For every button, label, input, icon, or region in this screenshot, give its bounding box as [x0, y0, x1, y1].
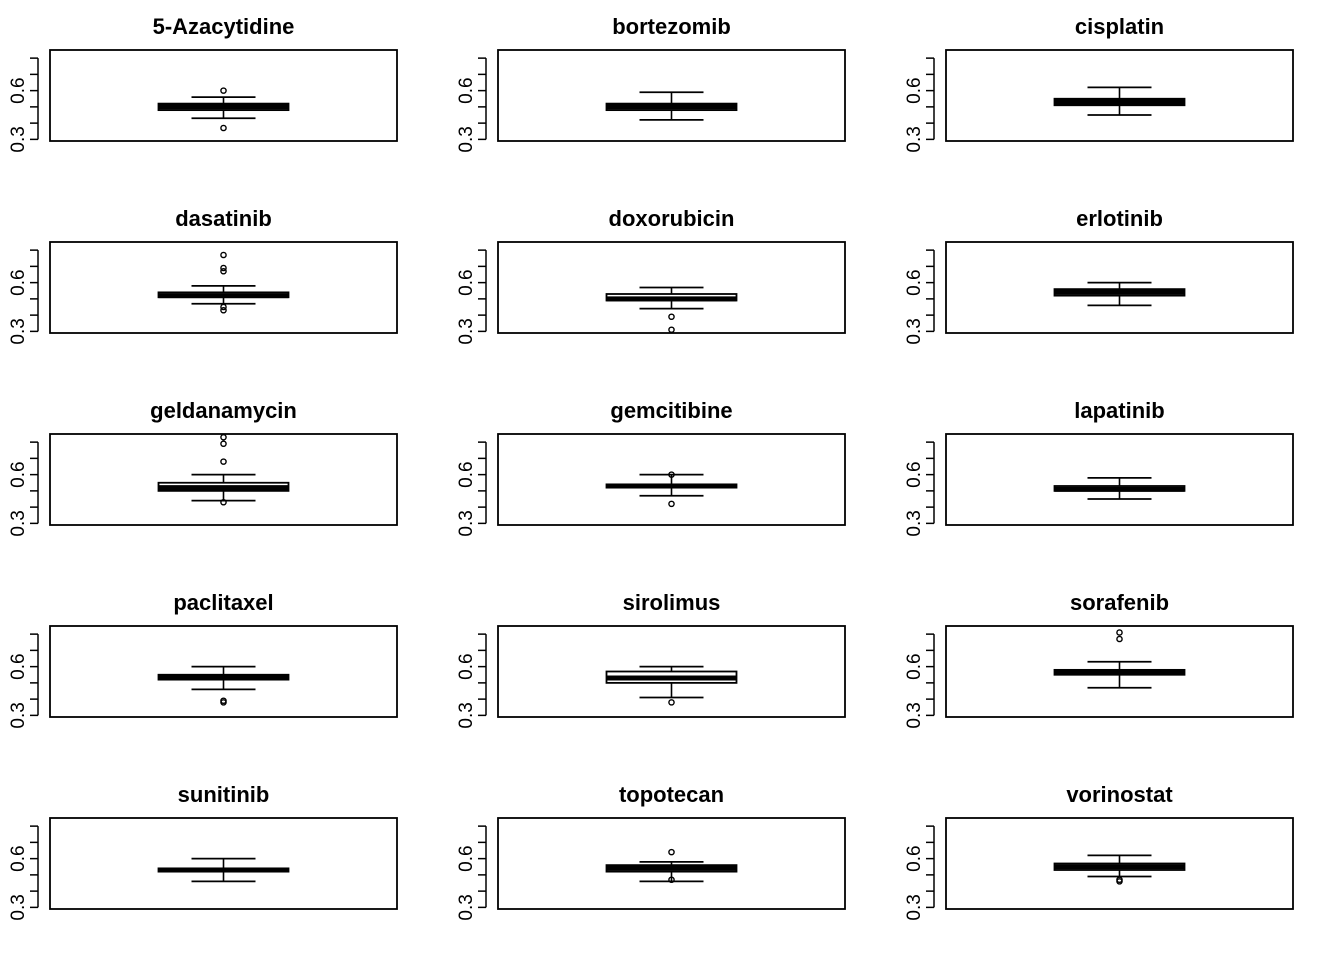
y-tick-label: 0.3 [8, 702, 29, 728]
panel-title: lapatinib [1074, 398, 1164, 423]
outlier-point [220, 433, 227, 441]
outlier-point [220, 124, 227, 132]
y-tick-label: 0.6 [8, 77, 29, 103]
boxplot-panel: lapatinib 0.3 0.6 [904, 398, 1294, 537]
outlier-point [1116, 629, 1123, 636]
boxplot-panel: erlotinib 0.3 0.6 [904, 206, 1294, 345]
panel-title: dasatinib [175, 206, 272, 231]
boxplot-panel: doxorubicin 0.3 0.6 [456, 206, 846, 345]
outlier-point [668, 876, 675, 884]
outlier-point [1116, 878, 1123, 885]
y-tick-label: 0.6 [456, 845, 477, 871]
outlier-point [1116, 635, 1123, 643]
y-tick-label: 0.3 [456, 318, 477, 344]
y-tick-label: 0.6 [8, 269, 29, 295]
y-tick-label: 0.3 [904, 126, 925, 152]
panel-title: 5-Azacytidine [153, 14, 295, 39]
outlier-point [668, 500, 675, 508]
plot-frame [49, 49, 398, 142]
outlier-point [220, 264, 227, 272]
y-tick-label: 0.3 [456, 126, 477, 152]
panel-title: gemcitibine [610, 398, 732, 423]
y-tick-label: 0.6 [8, 461, 29, 487]
y-tick-label: 0.3 [456, 894, 477, 920]
outlier-point [668, 699, 675, 706]
panel-title: doxorubicin [609, 206, 735, 231]
boxplot-panel: paclitaxel 0.3 0.6 [8, 590, 398, 729]
panel-title: geldanamycin [150, 398, 297, 423]
y-tick-label: 0.3 [904, 510, 925, 536]
y-tick-label: 0.6 [904, 77, 925, 103]
boxplot-panel: bortezomib 0.3 0.6 [456, 14, 846, 153]
plot-frame [945, 433, 1294, 526]
boxplot-panel: gemcitibine 0.3 0.6 [456, 398, 846, 537]
boxplot-panel: 5-Azacytidine 0.3 0.6 [8, 14, 398, 153]
panel-title: cisplatin [1075, 14, 1164, 39]
plot-frame [497, 817, 846, 910]
panel-title: bortezomib [612, 14, 731, 39]
boxplot-panel: vorinostat 0.3 0.6 [904, 782, 1294, 921]
y-tick-label: 0.3 [456, 702, 477, 728]
outlier-point [220, 251, 227, 259]
outlier-point [668, 471, 675, 478]
outlier-point [220, 440, 227, 448]
plot-frame [497, 625, 846, 718]
panel-title: topotecan [619, 782, 724, 807]
outlier-point [668, 848, 675, 856]
panel-title: sirolimus [623, 590, 721, 615]
y-tick-label: 0.3 [904, 702, 925, 728]
panel-title: paclitaxel [173, 590, 273, 615]
y-tick-label: 0.6 [456, 653, 477, 679]
y-tick-label: 0.6 [8, 845, 29, 871]
y-tick-label: 0.6 [456, 269, 477, 295]
y-tick-label: 0.6 [904, 269, 925, 295]
plot-frame [945, 241, 1294, 334]
plot-frame [945, 817, 1294, 910]
boxplot-panel: cisplatin 0.3 0.6 [904, 14, 1294, 153]
outlier-point [668, 313, 675, 321]
plot-frame [497, 433, 846, 526]
panel-title: sorafenib [1070, 590, 1169, 615]
panel-title: vorinostat [1066, 782, 1173, 807]
outlier-point [220, 306, 227, 314]
outlier-point [220, 699, 227, 706]
outlier-point [220, 267, 227, 275]
boxplot-panel: dasatinib 0.3 0.6 [8, 206, 398, 345]
plot-frame [49, 625, 398, 718]
outlier-point [220, 303, 227, 311]
y-tick-label: 0.3 [904, 894, 925, 920]
outlier-point [220, 87, 227, 94]
plot-frame [49, 241, 398, 334]
plot-frame [945, 49, 1294, 142]
y-tick-label: 0.6 [456, 461, 477, 487]
y-tick-label: 0.3 [904, 318, 925, 344]
boxplot-panel: sorafenib 0.3 0.6 [904, 590, 1294, 729]
panel-title: erlotinib [1076, 206, 1163, 231]
plot-frame [945, 625, 1294, 718]
plot-frame [49, 817, 398, 910]
y-tick-label: 0.6 [904, 653, 925, 679]
y-tick-label: 0.3 [456, 510, 477, 536]
outlier-point [668, 326, 675, 334]
y-tick-label: 0.6 [904, 461, 925, 487]
y-tick-label: 0.3 [8, 510, 29, 536]
boxplot-panel: geldanamycin 0.3 0.6 [8, 398, 398, 537]
y-tick-label: 0.3 [8, 894, 29, 920]
y-tick-label: 0.6 [904, 845, 925, 871]
y-tick-label: 0.6 [456, 77, 477, 103]
y-tick-label: 0.3 [8, 318, 29, 344]
y-tick-label: 0.6 [8, 653, 29, 679]
outlier-point [220, 498, 227, 506]
outlier-point [220, 458, 227, 465]
plot-frame [497, 49, 846, 142]
boxplot-panel: sirolimus 0.3 0.6 [456, 590, 846, 729]
boxplot-panel: topotecan 0.3 0.6 [456, 782, 846, 921]
panel-title: sunitinib [178, 782, 270, 807]
y-tick-label: 0.3 [8, 126, 29, 152]
boxplot-panel: sunitinib 0.3 0.6 [8, 782, 398, 921]
